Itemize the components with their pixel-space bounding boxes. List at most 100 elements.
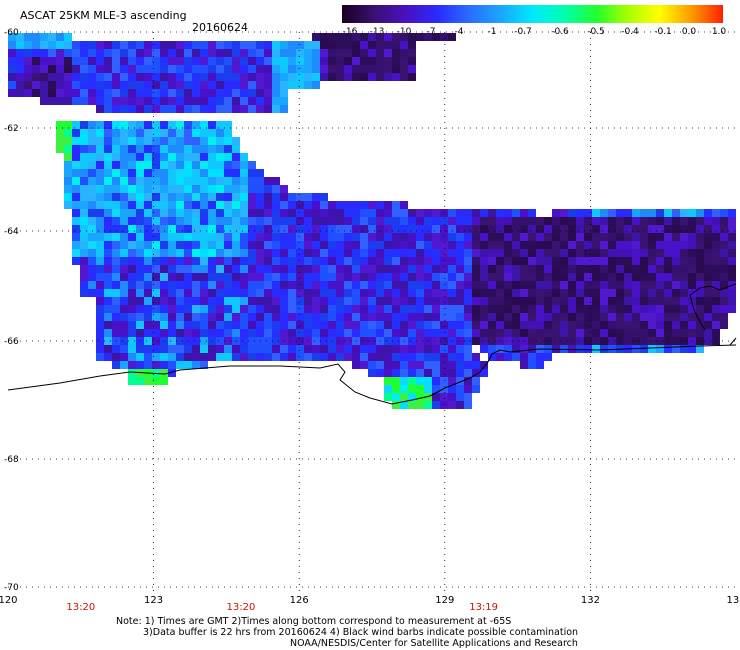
data-pixel xyxy=(192,249,200,257)
data-pixel xyxy=(240,153,248,161)
data-pixel xyxy=(480,257,488,265)
data-pixel xyxy=(368,281,376,289)
data-pixel xyxy=(144,89,152,97)
data-pixel xyxy=(576,329,584,337)
data-pixel xyxy=(712,321,720,329)
data-pixel xyxy=(384,265,392,273)
data-pixel xyxy=(672,345,680,353)
data-pixel xyxy=(296,313,304,321)
data-pixel xyxy=(320,217,328,225)
data-pixel xyxy=(376,369,384,377)
data-pixel xyxy=(200,217,208,225)
data-pixel xyxy=(224,265,232,273)
data-pixel xyxy=(552,289,560,297)
data-pixel xyxy=(344,201,352,209)
data-pixel xyxy=(648,241,656,249)
data-pixel xyxy=(496,329,504,337)
data-pixel xyxy=(232,297,240,305)
data-pixel xyxy=(512,337,520,345)
data-pixel xyxy=(184,153,192,161)
data-pixel xyxy=(704,257,712,265)
data-pixel xyxy=(584,233,592,241)
data-pixel xyxy=(408,73,416,81)
data-pixel xyxy=(384,73,392,81)
data-pixel xyxy=(104,273,112,281)
data-pixel xyxy=(280,105,288,113)
data-pixel xyxy=(672,225,680,233)
lon-tick-label: 132 xyxy=(581,595,600,606)
data-pixel xyxy=(216,97,224,105)
data-pixel xyxy=(152,49,160,57)
data-pixel xyxy=(240,345,248,353)
data-pixel xyxy=(592,273,600,281)
data-pixel xyxy=(432,257,440,265)
data-pixel xyxy=(208,153,216,161)
data-pixel xyxy=(344,225,352,233)
data-pixel xyxy=(88,185,96,193)
data-pixel xyxy=(208,345,216,353)
data-pixel xyxy=(168,153,176,161)
lat-tick-label: -68 xyxy=(4,455,19,465)
data-pixel xyxy=(216,265,224,273)
data-pixel xyxy=(240,257,248,265)
data-pixel xyxy=(136,249,144,257)
data-pixel xyxy=(704,273,712,281)
data-pixel xyxy=(264,225,272,233)
data-pixel xyxy=(400,201,408,209)
data-pixel xyxy=(520,265,528,273)
data-pixel xyxy=(240,193,248,201)
data-pixel xyxy=(208,353,216,361)
data-pixel xyxy=(240,233,248,241)
data-pixel xyxy=(360,49,368,57)
data-pixel xyxy=(208,177,216,185)
data-pixel xyxy=(544,313,552,321)
data-pixel xyxy=(136,225,144,233)
data-pixel xyxy=(400,289,408,297)
data-pixel xyxy=(136,265,144,273)
data-pixel xyxy=(280,297,288,305)
data-pixel xyxy=(312,345,320,353)
data-pixel xyxy=(312,233,320,241)
data-pixel xyxy=(176,73,184,81)
data-pixel xyxy=(232,265,240,273)
data-pixel xyxy=(296,305,304,313)
data-pixel xyxy=(352,57,360,65)
data-pixel xyxy=(424,353,432,361)
data-pixel xyxy=(120,169,128,177)
data-pixel xyxy=(120,129,128,137)
data-pixel xyxy=(168,161,176,169)
data-pixel xyxy=(24,57,32,65)
data-pixel xyxy=(240,81,248,89)
data-pixel xyxy=(184,169,192,177)
data-pixel xyxy=(216,137,224,145)
data-pixel xyxy=(496,265,504,273)
data-pixel xyxy=(176,257,184,265)
data-pixel xyxy=(456,225,464,233)
data-pixel xyxy=(312,337,320,345)
data-pixel xyxy=(352,249,360,257)
data-pixel xyxy=(96,201,104,209)
data-pixel xyxy=(408,329,416,337)
data-pixel xyxy=(160,369,168,377)
data-pixel xyxy=(120,57,128,65)
data-pixel xyxy=(360,273,368,281)
data-pixel xyxy=(240,329,248,337)
data-pixel xyxy=(168,81,176,89)
lat-tick-label: -60 xyxy=(4,28,19,38)
data-pixel xyxy=(112,49,120,57)
data-pixel xyxy=(248,49,256,57)
data-pixel xyxy=(240,273,248,281)
data-pixel xyxy=(224,345,232,353)
data-pixel xyxy=(592,329,600,337)
data-pixel xyxy=(192,57,200,65)
data-pixel xyxy=(704,233,712,241)
data-pixel xyxy=(184,129,192,137)
data-pixel xyxy=(120,89,128,97)
data-pixel xyxy=(192,153,200,161)
data-pixel xyxy=(392,41,400,49)
data-pixel xyxy=(40,89,48,97)
data-pixel xyxy=(720,209,728,217)
data-pixel xyxy=(472,361,480,369)
data-pixel xyxy=(80,121,88,129)
data-pixel xyxy=(360,313,368,321)
